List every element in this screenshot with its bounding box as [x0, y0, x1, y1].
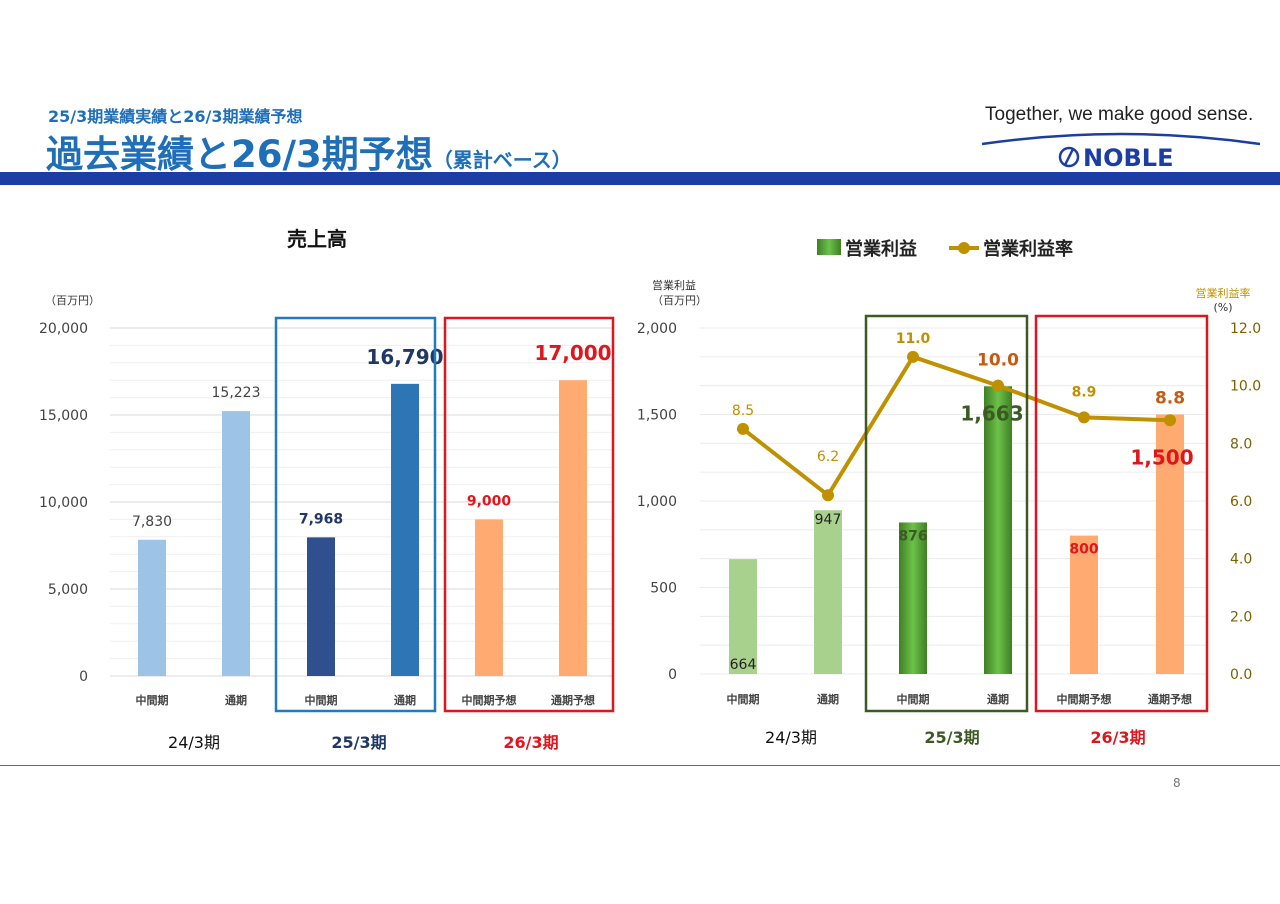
profit-period-label: 26/3期: [1090, 728, 1145, 747]
sales-x-tick-label: 中間期: [305, 693, 338, 707]
margin-line: [741, 354, 1171, 499]
profit-bar: [984, 386, 1012, 674]
margin-point: [1078, 411, 1090, 424]
sales-period-label: 25/3期: [331, 733, 386, 752]
sales-bar: [222, 411, 250, 676]
sales-x-tick-label: 通期予想: [551, 693, 595, 707]
profit-y-tick-label: 1,000: [637, 494, 677, 510]
sales-bar: [391, 383, 419, 676]
legend-profit-swatch: [817, 239, 841, 255]
profit-y-axis-unit: （百万円）: [652, 294, 707, 307]
profit-bar: [899, 522, 927, 674]
profit-x-tick-label: 中間期予想: [1057, 692, 1112, 706]
profit-x-tick-label: 通期: [817, 692, 839, 706]
profit-y-tick-label: 1,500: [637, 408, 677, 424]
profit-frame-fy26: [1034, 314, 1209, 713]
profit-data-label: 1,663: [960, 401, 1023, 425]
profit-data-label: 800: [1069, 542, 1098, 558]
slide-title-suffix: （累計ベース）: [432, 148, 572, 172]
sales-x-tick-label: 通期: [394, 693, 416, 707]
margin-y-tick-label: 2.0: [1230, 609, 1252, 625]
sales-y-tick-label: 0: [79, 669, 88, 685]
slide-title: 過去業績と26/3期予想（累計ベース）: [46, 124, 572, 178]
profit-frame-fy25: [864, 314, 1029, 713]
legend-margin-marker: [958, 242, 970, 254]
margin-point: [907, 350, 919, 363]
sales-data-label: 16,790: [366, 345, 443, 369]
sales-y-tick-label: 20,000: [39, 321, 88, 337]
sales-data-label: 15,223: [212, 385, 261, 401]
profit-x-tick-label: 通期予想: [1148, 692, 1192, 706]
sales-period-label: 26/3期: [503, 733, 558, 752]
profit-data-label: 947: [815, 512, 842, 528]
company-tagline: Together, we make good sense.: [985, 104, 1254, 125]
sales-frame-fy25: [274, 316, 437, 713]
sales-data-label: 17,000: [534, 341, 611, 365]
profit-x-tick-label: 通期: [987, 692, 1009, 706]
sales-x-tick-label: 通期: [225, 693, 247, 707]
profit-period-label: 25/3期: [924, 728, 979, 747]
footer-divider: [0, 765, 1280, 766]
profit-y-tick-label: 2,000: [637, 321, 677, 337]
page-number: 8: [1173, 776, 1181, 790]
margin-data-label: 10.0: [977, 351, 1019, 371]
profit-y-tick-label: 500: [650, 581, 677, 597]
sales-period-label: 24/3期: [168, 733, 220, 752]
margin-point: [992, 379, 1004, 392]
sales-y-tick-label: 10,000: [39, 495, 88, 511]
sales-data-label: 7,830: [132, 514, 172, 530]
profit-bar: [1070, 535, 1098, 674]
profit-data-label: 1,500: [1130, 446, 1193, 470]
margin-y-tick-label: 12.0: [1230, 321, 1261, 337]
profit-y-axis-title: 営業利益: [652, 278, 696, 292]
sales-bar: [307, 537, 335, 676]
sales-chart-title: 売上高: [287, 227, 347, 251]
margin-data-label: 11.0: [896, 331, 931, 347]
margin-point: [1164, 414, 1176, 427]
margin-y-axis-title: 営業利益率: [1196, 286, 1251, 300]
margin-y-tick-label: 10.0: [1230, 379, 1261, 395]
sales-y-tick-label: 15,000: [39, 408, 88, 424]
profit-bar: [729, 559, 757, 674]
sales-bar: [559, 380, 587, 676]
sales-frame-fy26: [443, 316, 615, 713]
profit-bar: [814, 510, 842, 674]
header-bar: [0, 172, 1280, 185]
profit-bar: [1156, 414, 1184, 674]
margin-y-axis-unit: (%): [1213, 301, 1232, 314]
sales-x-tick-label: 中間期予想: [462, 693, 517, 707]
margin-data-label: 8.9: [1072, 384, 1097, 400]
margin-data-label: 8.5: [732, 403, 754, 419]
slide-title-main: 過去業績と26/3期予想: [46, 133, 433, 176]
legend-profit-label: 営業利益: [845, 238, 917, 260]
sales-bar: [475, 519, 503, 676]
profit-y-tick-label: 0: [668, 667, 677, 683]
profit-x-tick-label: 中間期: [727, 692, 760, 706]
sales-x-tick-label: 中間期: [136, 693, 169, 707]
sales-data-label: 7,968: [299, 511, 343, 527]
margin-data-label: 8.8: [1155, 388, 1185, 408]
sales-y-tick-label: 5,000: [48, 582, 88, 598]
slide-subtitle: 25/3期業績実績と26/3期業績予想: [48, 107, 303, 126]
margin-data-label: 6.2: [817, 449, 839, 465]
legend-margin-label: 営業利益率: [983, 238, 1073, 260]
sales-data-label: 9,000: [467, 493, 512, 509]
profit-data-label: 876: [898, 528, 927, 544]
profit-x-tick-label: 中間期: [897, 692, 930, 706]
margin-y-tick-label: 8.0: [1230, 436, 1252, 452]
margin-y-tick-label: 6.0: [1230, 494, 1252, 510]
profit-period-label: 24/3期: [765, 728, 817, 747]
sales-y-axis-unit: （百万円）: [45, 294, 100, 307]
margin-point: [822, 489, 834, 502]
company-logo: NOBLE: [981, 132, 1261, 172]
margin-y-tick-label: 4.0: [1230, 552, 1252, 568]
margin-y-tick-label: 0.0: [1230, 667, 1252, 683]
margin-point: [737, 422, 749, 435]
profit-data-label: 664: [730, 657, 757, 673]
logo-text: NOBLE: [1083, 144, 1173, 172]
sales-bar: [138, 539, 166, 676]
